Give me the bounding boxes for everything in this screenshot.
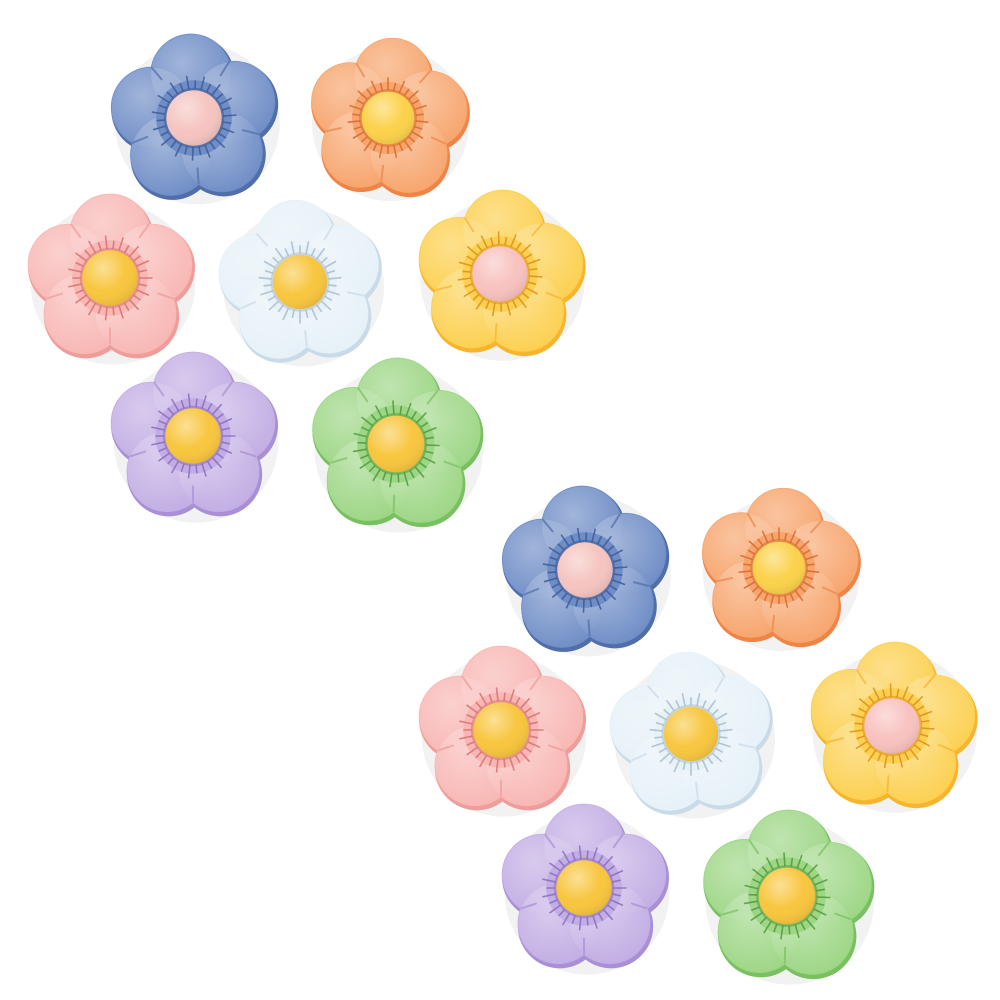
upper-left-set xyxy=(27,33,586,533)
green-flower xyxy=(703,809,875,985)
purple-flower xyxy=(501,803,670,975)
purple-flower xyxy=(110,351,279,523)
orange-flower xyxy=(311,37,470,202)
yellow-flower xyxy=(810,641,978,813)
white-flower xyxy=(218,199,384,367)
orange-flower xyxy=(702,487,861,652)
yellow-flower xyxy=(418,189,586,361)
blue-flower xyxy=(110,33,280,205)
blue-flower xyxy=(501,485,671,657)
lower-right-set xyxy=(418,485,978,985)
green-flower xyxy=(312,357,484,533)
white-flower xyxy=(609,651,775,819)
pink-flower xyxy=(27,193,196,365)
pink-flower xyxy=(418,645,587,817)
